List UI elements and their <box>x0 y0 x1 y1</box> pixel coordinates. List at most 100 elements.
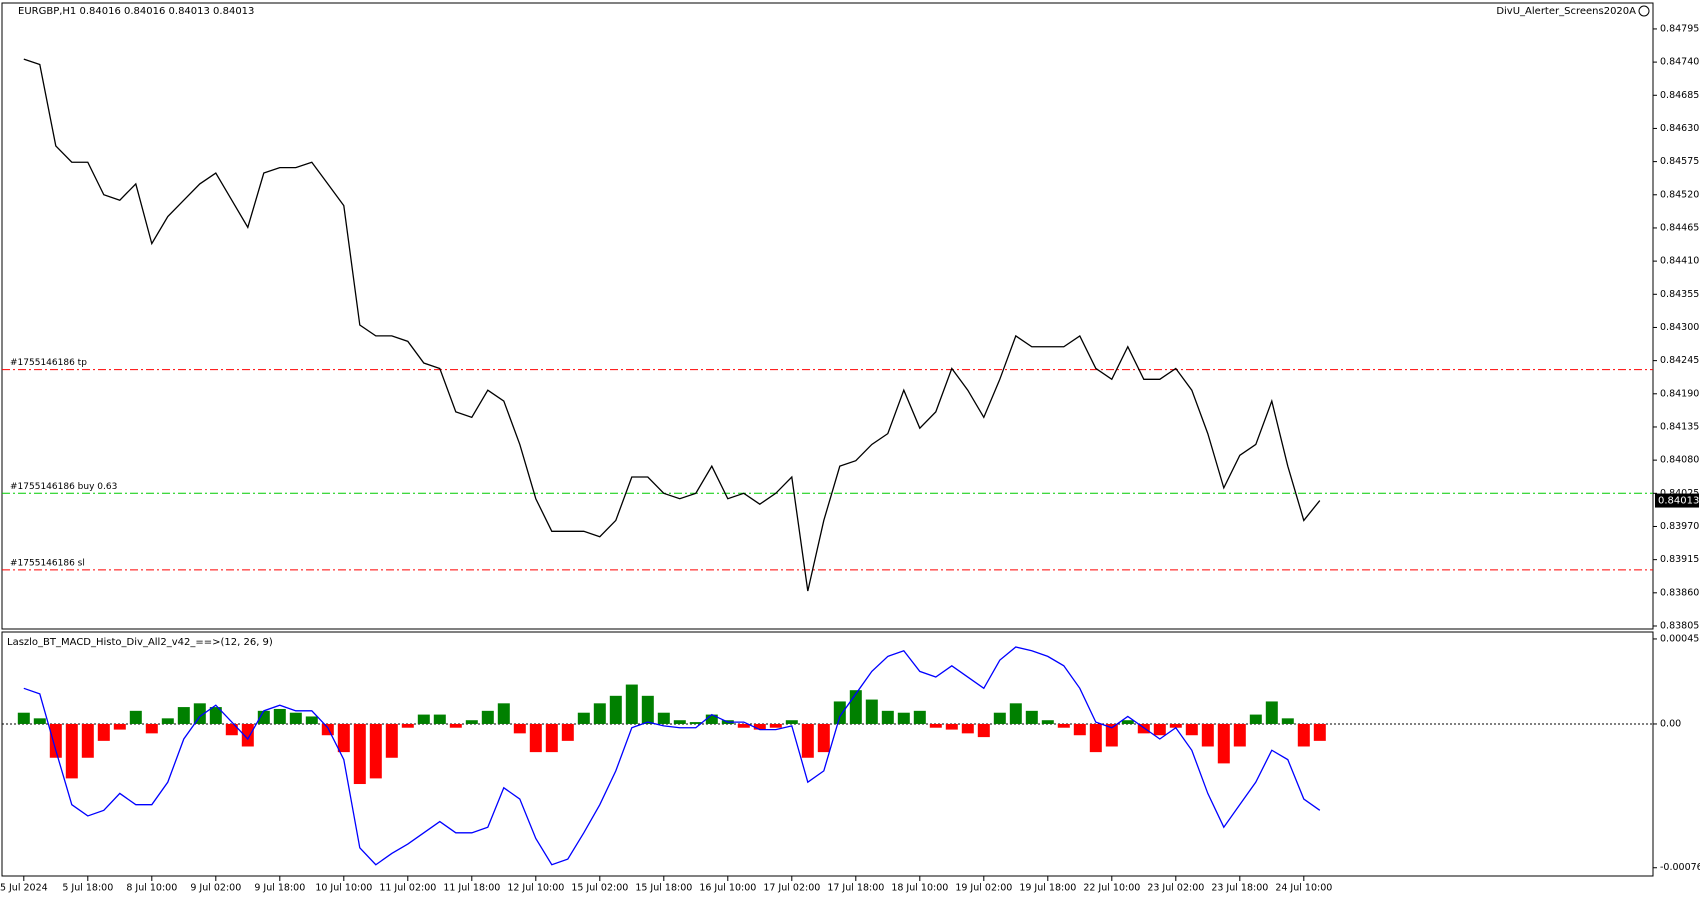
x-tick-label: 23 Jul 18:00 <box>1211 883 1268 894</box>
histogram-bar <box>401 723 414 728</box>
x-tick-label: 22 Jul 10:00 <box>1083 883 1140 894</box>
x-tick-label: 24 Jul 10:00 <box>1275 883 1332 894</box>
histogram-bar <box>977 723 990 738</box>
macd-line <box>23 646 1321 866</box>
histogram-bar <box>481 710 494 724</box>
histogram-bar <box>385 723 398 758</box>
main-panel-frame <box>1 2 1654 630</box>
y-tick-label: 0.83970 <box>1660 521 1699 532</box>
histogram-bar <box>289 712 302 724</box>
histogram-bar <box>209 707 222 724</box>
x-tick-label: 9 Jul 02:00 <box>190 883 241 894</box>
histogram-bar <box>529 723 542 753</box>
histogram-bar <box>849 690 862 724</box>
histogram-bar <box>625 684 638 724</box>
y-tick-label: -0.000766 <box>1660 862 1700 873</box>
histogram-bar <box>273 708 286 724</box>
histogram-bar <box>353 723 366 785</box>
histogram-bar <box>833 701 846 724</box>
histogram-bar <box>1025 710 1038 724</box>
histogram-bar <box>241 723 254 747</box>
histogram-bar <box>369 723 382 779</box>
current-price-tag-bg <box>1655 493 1699 508</box>
histogram-bar <box>417 714 430 724</box>
x-tick-label: 10 Jul 10:00 <box>315 883 372 894</box>
y-tick-label: 0.83805 <box>1660 620 1699 631</box>
histogram-bar <box>145 723 158 734</box>
price-line <box>23 58 1321 592</box>
histogram-bar <box>257 710 270 724</box>
histogram-bar <box>1265 701 1278 724</box>
y-tick-label: 0.84190 <box>1660 388 1699 399</box>
y-tick-label: 0.84795 <box>1660 23 1699 34</box>
y-tick-label: 0.84355 <box>1660 289 1699 300</box>
histogram-bar <box>1249 714 1262 724</box>
order-label: #1755146186 buy 0.63 <box>10 482 117 492</box>
indicator-title: Laszlo_BT_MACD_Histo_Div_All2_v42_==>(12… <box>7 637 273 648</box>
histogram-bar <box>1281 718 1294 724</box>
order-label: #1755146186 sl <box>10 558 85 568</box>
x-tick-label: 12 Jul 10:00 <box>507 883 564 894</box>
x-tick-label: 11 Jul 02:00 <box>379 883 436 894</box>
x-tick-label: 17 Jul 02:00 <box>763 883 820 894</box>
histogram-bar <box>769 723 782 728</box>
histogram-bar <box>657 712 670 724</box>
indicator-panel-frame <box>1 631 1654 877</box>
histogram-bar <box>881 710 894 724</box>
histogram-bar <box>433 714 446 724</box>
histogram-bar <box>945 723 958 730</box>
histogram-bar <box>337 723 350 753</box>
histogram-bar <box>929 723 942 728</box>
histogram-bar <box>1009 703 1022 724</box>
y-tick-label: 0.83915 <box>1660 554 1699 565</box>
histogram-bar <box>1201 723 1214 747</box>
y-tick-label: 0.83860 <box>1660 587 1699 598</box>
y-tick-label: 0.84685 <box>1660 90 1699 101</box>
histogram-bar <box>593 703 606 724</box>
histogram-bar <box>673 720 686 724</box>
histogram-bar <box>785 720 798 724</box>
histogram-bar <box>1041 720 1054 724</box>
y-tick-label: 0.84410 <box>1660 256 1699 267</box>
expert-smiley <box>1638 5 1650 17</box>
x-tick-label: 9 Jul 18:00 <box>254 883 305 894</box>
histogram-bar <box>1121 720 1134 724</box>
order-label: #1755146186 tp <box>10 358 87 368</box>
histogram-bar <box>897 712 910 724</box>
histogram-bar <box>513 723 526 734</box>
histogram-bar <box>577 712 590 724</box>
x-tick-label: 19 Jul 18:00 <box>1019 883 1076 894</box>
symbol-header: EURGBP,H1 0.84016 0.84016 0.84013 0.8401… <box>18 6 254 17</box>
y-tick-label: 0.84630 <box>1660 123 1699 134</box>
histogram-bar <box>561 723 574 741</box>
histogram-bar <box>497 703 510 724</box>
y-tick-label: 0.84245 <box>1660 355 1699 366</box>
histogram-bar <box>545 723 558 753</box>
histogram-bar <box>753 723 766 730</box>
y-tick-label: 0.84740 <box>1660 57 1699 68</box>
y-tick-label: 0.84520 <box>1660 189 1699 200</box>
y-tick-label: 0.000453 <box>1660 633 1700 644</box>
histogram-bar <box>465 720 478 724</box>
histogram-bar <box>961 723 974 734</box>
y-tick-label: 0.00 <box>1660 718 1681 729</box>
histogram-bar <box>1089 723 1102 753</box>
x-tick-label: 15 Jul 02:00 <box>571 883 628 894</box>
histogram-bar <box>1185 723 1198 736</box>
histogram-bar <box>865 699 878 724</box>
histogram-bar <box>321 723 334 736</box>
histogram-bar <box>689 722 702 724</box>
histogram-bar <box>161 718 174 724</box>
x-tick-label: 11 Jul 18:00 <box>443 883 500 894</box>
histogram-bar <box>705 714 718 724</box>
histogram-bar <box>1217 723 1230 764</box>
histogram-bar <box>225 723 238 736</box>
histogram-bar <box>1313 723 1326 741</box>
histogram-bar <box>113 723 126 730</box>
histogram-bar <box>609 695 622 724</box>
y-tick-label: 0.84575 <box>1660 156 1699 167</box>
y-tick-label: 0.84300 <box>1660 322 1699 333</box>
histogram-bar <box>641 695 654 724</box>
histogram-bar <box>81 723 94 758</box>
